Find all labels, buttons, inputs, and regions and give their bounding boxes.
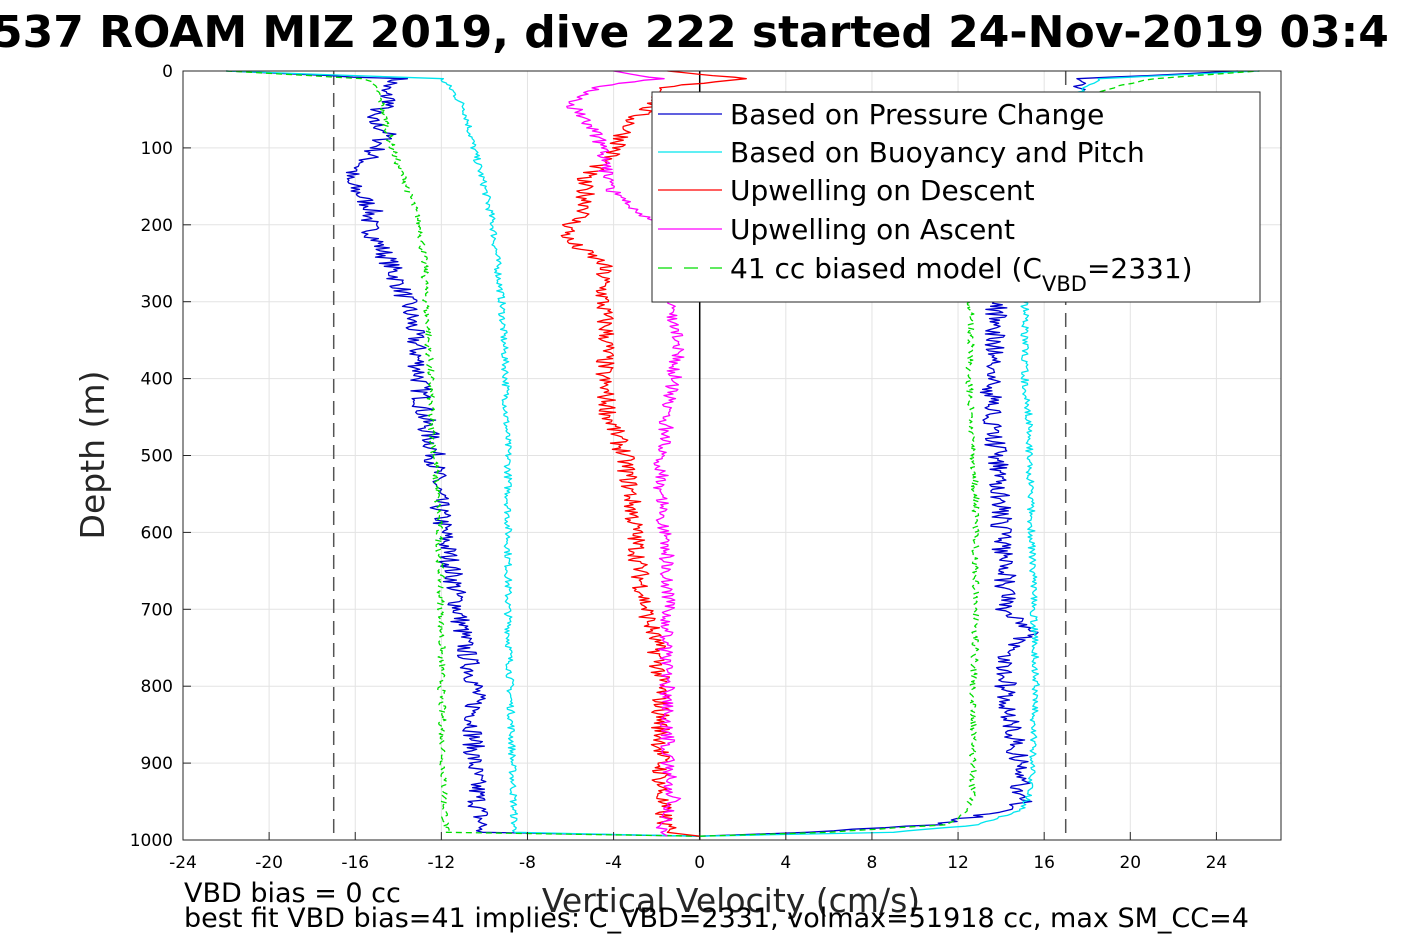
best-fit-note: best fit VBD bias=41 implies: C_VBD=2331…: [184, 903, 1249, 934]
series-model_descent: [226, 70, 700, 837]
series-buoyancy_descent: [226, 70, 700, 837]
y-tick-label: 0: [162, 62, 173, 82]
legend-model-subscript: VBD: [1042, 272, 1087, 296]
x-tick-label: -4: [605, 853, 622, 873]
vbd-bias-note: VBD bias = 0 cc: [184, 878, 401, 909]
x-tick-label: 20: [1119, 853, 1141, 873]
y-tick-label: 900: [141, 754, 173, 774]
legend-label-buoyancy: Based on Buoyancy and Pitch: [730, 136, 1145, 169]
x-tick-label: 0: [694, 853, 705, 873]
axis-ticks: -24 -20 -16 -12 -8 -4 0 4 8 12 16 20 24 0 100 200 300 400…: [130, 62, 1227, 873]
x-tick-label: 4: [780, 853, 791, 873]
y-tick-label: 500: [141, 447, 173, 467]
y-tick-label: 800: [141, 677, 173, 697]
x-tick-label: -24: [169, 853, 197, 873]
x-tick-label: -8: [519, 853, 536, 873]
x-tick-label: 24: [1206, 853, 1228, 873]
legend-label-upwelling-ascent: Upwelling on Ascent: [730, 213, 1015, 246]
series-upwelling_descent: [560, 70, 747, 837]
x-tick-label: -12: [427, 853, 455, 873]
y-tick-label: 700: [141, 600, 173, 620]
legend-model-suffix: =2331): [1087, 252, 1193, 285]
series-upwelling_ascent: [566, 70, 685, 837]
x-tick-label: -16: [341, 853, 369, 873]
legend-label-upwelling-descent: Upwelling on Descent: [730, 174, 1035, 207]
y-tick-label: 600: [141, 523, 173, 543]
legend-label-biased-model: 41 cc biased model (CVBD=2331): [730, 252, 1193, 296]
y-axis-label: Depth (m): [73, 371, 112, 540]
y-tick-label: 300: [141, 293, 173, 313]
legend-box: [651, 91, 1261, 303]
y-tick-label: 100: [141, 139, 173, 159]
y-tick-label: 400: [141, 370, 173, 390]
x-axis-label: Vertical Velocity (cm/s): [542, 881, 920, 920]
series-pressure_descent: [226, 70, 700, 837]
y-tick-label: 200: [141, 216, 173, 236]
legend-label-pressure: Based on Pressure Change: [730, 98, 1104, 131]
chart-title: 537 ROAM MIZ 2019, dive 222 started 24-N…: [0, 7, 1389, 58]
y-tick-label: 1000: [130, 831, 173, 851]
legend: Based on Pressure Change Based on Buoyan…: [651, 91, 1261, 303]
x-tick-label: 16: [1033, 853, 1055, 873]
x-tick-label: -20: [255, 853, 283, 873]
x-tick-label: 12: [947, 853, 969, 873]
legend-model-prefix: 41 cc biased model (C: [730, 252, 1042, 285]
x-tick-label: 8: [867, 853, 878, 873]
